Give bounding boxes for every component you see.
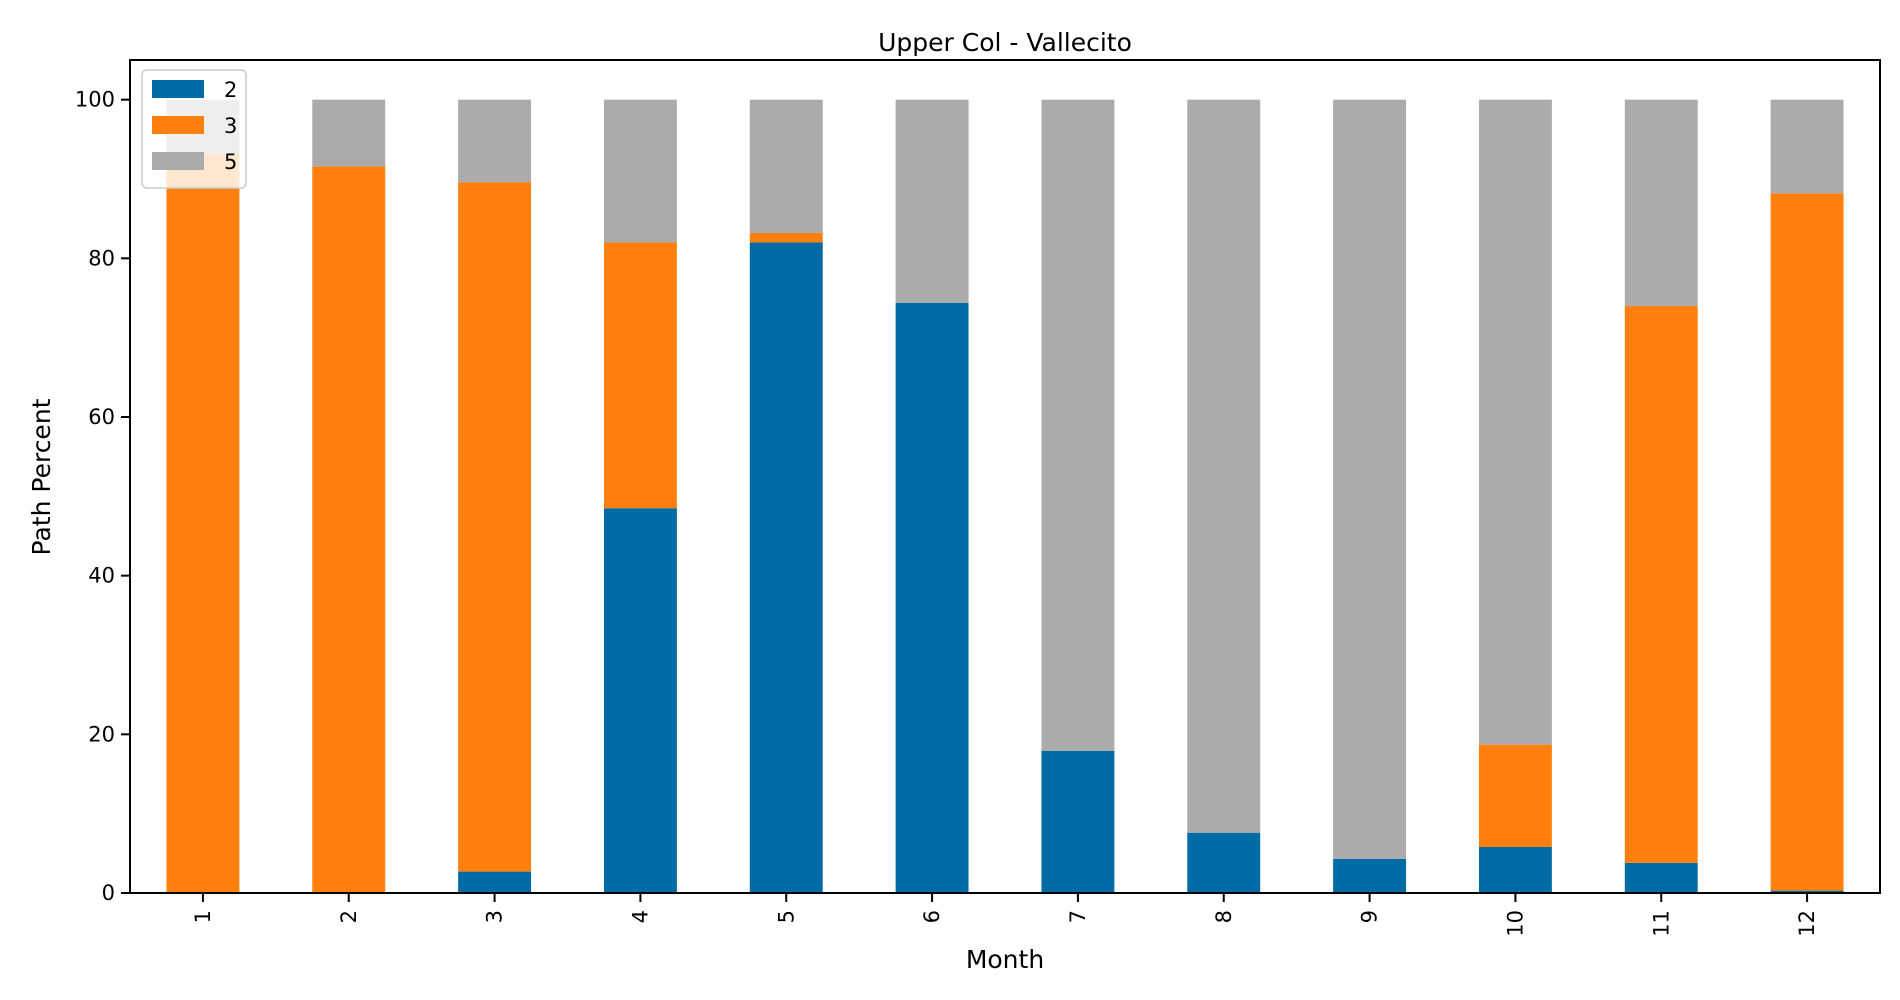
bar-month-4-series-2	[603, 508, 677, 893]
legend-swatch-5	[152, 152, 204, 170]
legend-swatch-2	[152, 80, 204, 98]
bars-layer	[166, 99, 1844, 894]
bar-month-9-series-5	[1333, 99, 1407, 859]
x-tick-label: 4	[628, 910, 652, 923]
bar-month-5-series-5	[749, 99, 823, 233]
bar-month-3-series-5	[458, 99, 532, 183]
x-tick-label: 9	[1358, 910, 1382, 923]
legend-label-2: 2	[224, 78, 237, 102]
x-tick-label: 10	[1503, 910, 1527, 937]
bar-month-5-series-3	[749, 232, 823, 243]
bar-month-6-series-2	[895, 302, 969, 893]
bar-month-2-series-5	[312, 99, 386, 167]
x-tick-label: 8	[1212, 910, 1236, 923]
bar-month-3-series-2	[458, 871, 532, 893]
y-tick-label: 40	[88, 564, 115, 588]
bar-month-5-series-2	[749, 242, 823, 894]
y-tick-label: 60	[88, 405, 115, 429]
y-axis-label: Path Percent	[27, 398, 56, 555]
x-tick-label: 7	[1066, 910, 1090, 923]
bar-month-8-series-2	[1187, 832, 1261, 893]
legend-label-3: 3	[224, 114, 237, 138]
legend-swatch-3	[152, 116, 204, 134]
bar-month-4-series-3	[603, 242, 677, 509]
x-tick-label: 6	[920, 910, 944, 923]
bar-month-7-series-2	[1041, 750, 1115, 893]
bar-month-10-series-2	[1478, 846, 1552, 893]
bar-month-6-series-5	[895, 99, 969, 303]
x-tick-label: 2	[337, 910, 361, 923]
bar-month-3-series-3	[458, 182, 532, 872]
bar-month-11-series-2	[1624, 862, 1698, 893]
legend: 2 3 5	[141, 69, 247, 189]
bar-month-12-series-3	[1770, 193, 1844, 891]
bar-month-4-series-5	[603, 99, 677, 243]
bar-month-12-series-2	[1770, 890, 1844, 893]
bar-month-10-series-5	[1478, 99, 1552, 745]
bar-month-10-series-3	[1478, 744, 1552, 847]
x-tick-label: 11	[1649, 910, 1673, 937]
bar-month-7-series-5	[1041, 99, 1115, 752]
x-tick-label: 3	[483, 910, 507, 923]
bar-month-11-series-5	[1624, 99, 1698, 306]
y-tick-label: 100	[75, 88, 115, 112]
y-axis: 0 20 40 60 80 100	[75, 88, 130, 905]
x-axis-label: Month	[966, 945, 1044, 974]
y-tick-label: 20	[88, 722, 115, 746]
bar-month-1-series-3	[166, 153, 240, 894]
legend-label-5: 5	[224, 150, 237, 174]
x-axis: 1 2 3 4 5 6 7 8 9 10 11 12	[191, 893, 1819, 937]
chart-title: Upper Col - Vallecito	[878, 28, 1132, 57]
plot-frame	[129, 59, 1881, 894]
bar-month-12-series-5	[1770, 99, 1844, 194]
bar-month-11-series-3	[1624, 305, 1698, 863]
y-tick-label: 80	[88, 246, 115, 270]
bar-month-2-series-3	[312, 166, 386, 893]
bar-month-9-series-2	[1333, 858, 1407, 893]
x-tick-label: 12	[1795, 910, 1819, 937]
bar-month-8-series-5	[1187, 99, 1261, 833]
x-tick-label: 1	[191, 910, 215, 923]
y-tick-label: 0	[102, 881, 115, 905]
x-tick-label: 5	[774, 910, 798, 923]
